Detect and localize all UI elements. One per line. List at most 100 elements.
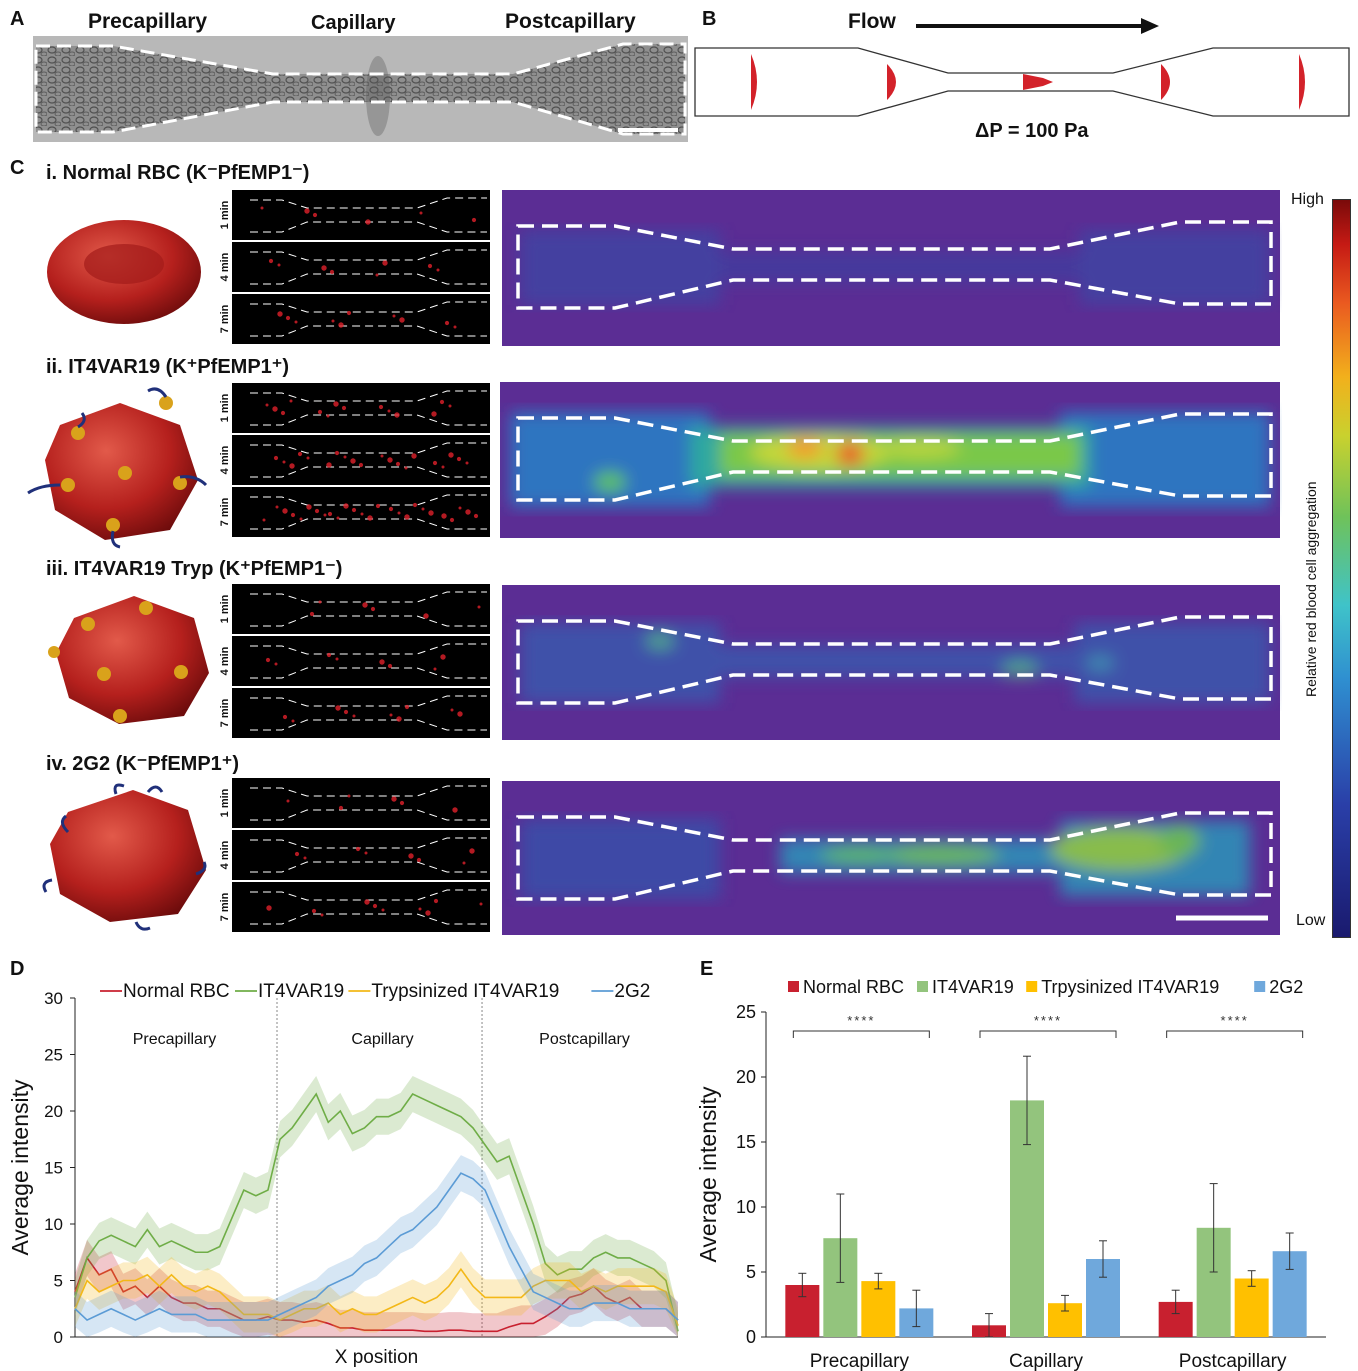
series-line	[74, 1092, 679, 1332]
time-label-box: 4 min	[219, 646, 231, 675]
y-axis-label: Average intensity	[7, 1079, 33, 1256]
time-label-box: 1 min	[219, 594, 231, 623]
label-capillary: Capillary	[311, 12, 396, 34]
heatmap-tryp	[502, 585, 1280, 740]
legend-label: 2G2	[614, 981, 650, 1002]
time-label: 7 min	[219, 698, 231, 727]
time-label-box: 4 min	[219, 840, 231, 869]
y-tick-label: 25	[736, 1002, 756, 1022]
fluorescence-frame	[232, 584, 490, 634]
y-tick-label: 25	[44, 1046, 63, 1065]
legend-label: Trypsinized IT4VAR19	[371, 981, 559, 1002]
fluorescence-frame	[232, 242, 490, 292]
legend-label: IT4VAR19	[258, 981, 344, 1002]
panel-letter-a: A	[10, 8, 25, 30]
region-label: Precapillary	[133, 1031, 217, 1048]
category-label: Postcapillary	[1179, 1351, 1287, 1371]
category-label: Capillary	[1009, 1351, 1083, 1371]
series-band	[75, 1239, 678, 1337]
y-tick-label: 15	[44, 1159, 63, 1178]
y-tick-label: 10	[44, 1215, 63, 1234]
row-title-it4var19: ii. IT4VAR19 (K⁺PfEMP1⁺)	[46, 356, 290, 378]
legend-label: 2G2	[1269, 977, 1303, 997]
region-label: Capillary	[351, 1031, 413, 1048]
time-label: 7 min	[219, 892, 231, 921]
legend-label: IT4VAR19	[932, 977, 1014, 997]
colorbar-high-label: High	[1291, 191, 1324, 208]
bar-chart-e: 0 5 10 15 20 25 Precapillary **** Capillary **** P…	[695, 977, 1326, 1371]
time-label-box: 7 min	[219, 497, 231, 526]
it4var19-rbc-illustration	[27, 387, 208, 549]
flow-arrow-icon	[916, 18, 1159, 34]
panel-letter-d: D	[10, 958, 25, 980]
time-label: 1 min	[219, 393, 231, 422]
time-label: 1 min	[219, 200, 231, 229]
panel-letter-b: B	[702, 8, 717, 30]
legend-label: Trpysinized IT4VAR19	[1041, 977, 1219, 997]
pressure-label: ΔP = 100 Pa	[975, 120, 1089, 142]
time-label-box: 1 min	[219, 788, 231, 817]
heatmap-2g2	[502, 781, 1280, 935]
micrograph-channel	[33, 36, 688, 142]
series-line	[74, 1267, 679, 1326]
time-label-box: 4 min	[219, 252, 231, 281]
fluorescence-frame	[232, 688, 490, 738]
label-postcapillary: Postcapillary	[505, 10, 636, 33]
fluorescence-frame	[232, 190, 490, 240]
row-title-2g2: iv. 2G2 (K⁻PfEMP1⁺)	[46, 753, 240, 775]
legend-label: Normal RBC	[803, 977, 904, 997]
heatmap-normal	[502, 190, 1280, 346]
y-tick-label: 5	[54, 1272, 63, 1291]
y-tick-label: 5	[746, 1262, 756, 1282]
legend-swatch	[1026, 981, 1038, 992]
time-label-box: 1 min	[219, 393, 231, 422]
legend-swatch	[788, 981, 799, 992]
significance-label: ****	[1221, 1013, 1249, 1028]
time-label-box: 1 min	[219, 200, 231, 229]
y-tick-label: 30	[44, 989, 63, 1008]
normal-rbc-illustration	[47, 220, 201, 324]
2g2-rbc-illustration	[42, 783, 207, 931]
region-label: Postcapillary	[539, 1031, 630, 1048]
category-label: Precapillary	[810, 1351, 910, 1371]
legend-label: Normal RBC	[123, 981, 230, 1002]
tryp-rbc-illustration	[48, 596, 209, 724]
channel-schematic	[694, 47, 1350, 117]
y-tick-label: 20	[44, 1102, 63, 1121]
flow-label: Flow	[848, 10, 896, 33]
colorbar	[1332, 199, 1351, 938]
time-label: 1 min	[219, 788, 231, 817]
fluorescence-frame	[232, 435, 490, 485]
fluorescence-frame	[232, 636, 490, 686]
significance-label: ****	[1034, 1013, 1062, 1028]
y-tick-label: 10	[736, 1197, 756, 1217]
label-precapillary: Precapillary	[88, 10, 208, 33]
fluorescence-frame	[232, 882, 490, 932]
significance-bracket	[979, 1030, 1117, 1038]
fluorescence-frame	[232, 830, 490, 880]
row-title-normal: i. Normal RBC (K⁻PfEMP1⁻)	[46, 162, 310, 184]
series-line	[74, 1172, 679, 1322]
panel-letter-c: C	[10, 157, 25, 179]
y-tick-label: 0	[54, 1328, 63, 1347]
bar	[861, 1281, 896, 1337]
bar	[1234, 1278, 1269, 1337]
series-band	[75, 1075, 678, 1337]
x-axis-label: X position	[335, 1347, 418, 1368]
heatmap-it4var19	[500, 382, 1280, 538]
series-band	[75, 1155, 678, 1337]
colorbar-title: Relative red blood cell aggregation	[1303, 481, 1319, 697]
time-label: 4 min	[219, 646, 231, 675]
time-label-box: 7 min	[219, 304, 231, 333]
time-label: 7 min	[219, 497, 231, 526]
y-tick-label: 0	[746, 1327, 756, 1347]
time-label: 1 min	[219, 594, 231, 623]
time-label: 4 min	[219, 445, 231, 474]
line-chart-d: 0 5 10 15 20 25 30 Precapillary Capillary Postcap…	[7, 981, 679, 1368]
time-label-box: 7 min	[219, 892, 231, 921]
fluorescence-frame	[232, 778, 490, 828]
time-label: 4 min	[219, 840, 231, 869]
fluorescence-frame	[232, 383, 490, 433]
series-line	[74, 1256, 679, 1333]
time-label-box: 7 min	[219, 698, 231, 727]
